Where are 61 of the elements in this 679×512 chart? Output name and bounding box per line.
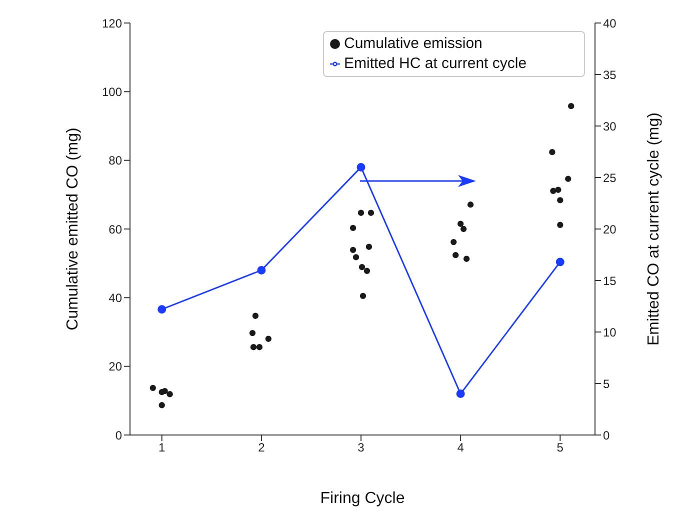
point xyxy=(166,391,173,398)
point xyxy=(556,258,564,266)
y2-tick-label: 35 xyxy=(603,68,617,82)
point xyxy=(557,222,564,228)
y2-tick-label: 25 xyxy=(603,170,617,185)
y-tick-label: 80 xyxy=(108,154,122,168)
point xyxy=(450,238,457,246)
point xyxy=(150,384,156,392)
point xyxy=(456,390,465,398)
point xyxy=(252,312,259,319)
point xyxy=(350,246,356,254)
y-tick-label: 40 xyxy=(108,290,122,305)
y2-tick-label: 15 xyxy=(603,274,617,288)
y-tick-label: 20 xyxy=(108,360,122,374)
point xyxy=(162,388,168,394)
point xyxy=(364,268,370,274)
x-tick-label: 4 xyxy=(457,440,464,455)
y-tick-label: 0 xyxy=(115,428,122,442)
point xyxy=(555,186,562,193)
point xyxy=(358,210,364,216)
point xyxy=(463,256,470,262)
y2-tick-label: 10 xyxy=(603,325,617,340)
point xyxy=(352,254,360,260)
y2-tick-label: 0 xyxy=(603,428,610,442)
y-tick-label: 60 xyxy=(108,222,122,236)
point xyxy=(460,226,467,232)
point xyxy=(356,162,366,172)
y2-tick-label: 5 xyxy=(603,376,610,391)
x-tick-label: 3 xyxy=(358,440,365,455)
legend-label: Cumulative emission xyxy=(344,35,482,52)
point xyxy=(366,244,372,250)
point xyxy=(265,336,272,342)
y-axis-title: Cumulative emitted CO (mg) xyxy=(64,128,82,330)
point xyxy=(452,252,459,258)
y2-tick-label: 20 xyxy=(603,222,617,236)
x-tick-label: 2 xyxy=(258,440,266,455)
point xyxy=(557,197,564,204)
point xyxy=(457,220,464,227)
point xyxy=(568,103,574,110)
x-tick-label: 5 xyxy=(556,440,564,455)
legend-label: Emitted HC at current cycle xyxy=(344,55,527,72)
point xyxy=(350,224,356,232)
x-axis-title: Firing Cycle xyxy=(320,490,405,507)
point xyxy=(249,330,256,336)
point xyxy=(358,264,366,270)
point xyxy=(256,344,263,350)
point xyxy=(257,266,266,274)
x-tick-label: 1 xyxy=(158,440,166,455)
y-tick-label: 100 xyxy=(102,84,122,99)
y2-tick-label: 30 xyxy=(603,119,617,134)
point xyxy=(158,305,166,314)
point xyxy=(158,402,165,408)
point xyxy=(467,202,474,208)
y-tick-label: 120 xyxy=(102,16,122,30)
point xyxy=(360,292,366,300)
point xyxy=(368,210,374,216)
y2-axis-title: Emitted CO at current cycle (mg) xyxy=(646,112,663,346)
point xyxy=(250,344,257,350)
point xyxy=(565,176,572,182)
point xyxy=(549,149,556,156)
y2-tick-label: 40 xyxy=(603,16,617,30)
